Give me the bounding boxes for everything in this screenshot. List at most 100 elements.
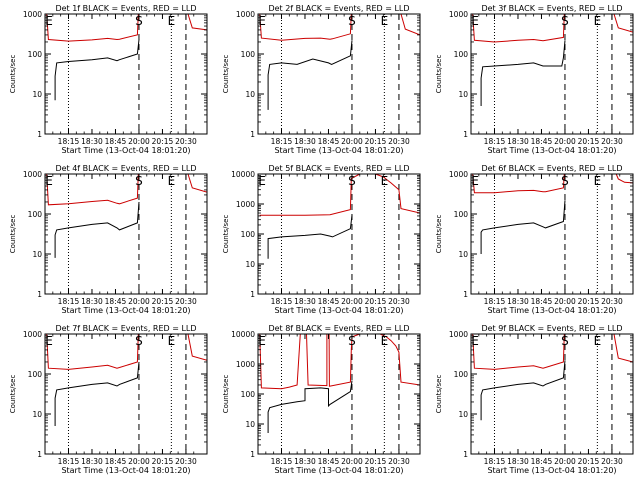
event-annotation: E bbox=[168, 174, 176, 188]
y-axis-label: Counts/sec bbox=[435, 375, 443, 414]
x-tick-label: 18:15 bbox=[58, 457, 80, 466]
event-annotation: E bbox=[258, 334, 266, 348]
x-tick-label: 18:45 bbox=[105, 137, 127, 146]
plot-frame bbox=[44, 173, 208, 295]
y-axis-label: Counts/sec bbox=[9, 55, 17, 94]
event-annotation: E bbox=[471, 334, 479, 348]
x-tick-label: 18:45 bbox=[105, 297, 127, 306]
panel-title: Det 4f BLACK = Events, RED = LLD bbox=[55, 164, 196, 173]
y-tick-label: 1000 bbox=[449, 330, 468, 339]
y-tick-label: 1 bbox=[463, 130, 468, 139]
panel-9: Det 9f BLACK = Events, RED = LLD 1 10 100 10… bbox=[435, 324, 634, 475]
x-tick-label: 18:45 bbox=[318, 297, 340, 306]
x-tick-label: 20:15 bbox=[365, 297, 387, 306]
x-axis-label: Start Time (13-Oct-04 18:01:20) bbox=[274, 146, 403, 155]
event-annotation: E bbox=[381, 14, 389, 28]
x-tick-label: 20:15 bbox=[365, 457, 387, 466]
event-annotation: E bbox=[471, 174, 479, 188]
x-tick-label: 18:30 bbox=[507, 457, 529, 466]
plot-frame bbox=[257, 13, 421, 135]
y-tick-label: 10 bbox=[245, 260, 255, 269]
event-annotation: E bbox=[45, 14, 53, 28]
y-tick-label: 10 bbox=[32, 250, 42, 259]
panel-title: Det 5f BLACK = Events, RED = LLD bbox=[268, 164, 409, 173]
y-tick-label: 10 bbox=[458, 90, 468, 99]
x-axis-label: Start Time (13-Oct-04 18:01:20) bbox=[61, 306, 190, 315]
event-annotation: S bbox=[135, 334, 143, 348]
plot-frame bbox=[257, 333, 421, 455]
events-series-line bbox=[480, 40, 566, 106]
lld-series-line bbox=[472, 334, 565, 370]
lld-series-line bbox=[259, 334, 420, 390]
y-axis-label: Counts/sec bbox=[222, 375, 230, 414]
x-tick-label: 20:30 bbox=[388, 137, 410, 146]
x-tick-label: 20:15 bbox=[578, 457, 600, 466]
y-tick-label: 100 bbox=[454, 210, 469, 219]
event-annotation: S bbox=[135, 14, 143, 28]
event-annotation: E bbox=[168, 14, 176, 28]
y-tick-label: 1 bbox=[250, 450, 255, 459]
panel-1: Det 1f BLACK = Events, RED = LLD 1 10 100 10… bbox=[9, 4, 208, 155]
y-tick-label: 10 bbox=[458, 410, 468, 419]
y-tick-label: 1 bbox=[463, 450, 468, 459]
y-tick-label: 1000 bbox=[449, 10, 468, 19]
x-axis-label: Start Time (13-Oct-04 18:01:20) bbox=[487, 466, 616, 475]
x-tick-label: 20:00 bbox=[128, 457, 150, 466]
panel-4: Det 4f BLACK = Events, RED = LLD 1 10 100 10… bbox=[9, 164, 208, 315]
lld-series-line bbox=[187, 174, 207, 193]
x-tick-label: 18:45 bbox=[531, 137, 553, 146]
x-tick-label: 20:30 bbox=[175, 297, 197, 306]
y-tick-label: 1 bbox=[250, 130, 255, 139]
x-tick-label: 20:30 bbox=[175, 137, 197, 146]
x-tick-label: 20:15 bbox=[152, 137, 174, 146]
panel-title: Det 8f BLACK = Events, RED = LLD bbox=[268, 324, 409, 333]
x-tick-label: 20:15 bbox=[578, 297, 600, 306]
events-series-line bbox=[54, 361, 140, 426]
lld-series-line bbox=[187, 14, 207, 31]
y-tick-label: 100 bbox=[241, 230, 256, 239]
x-tick-label: 18:45 bbox=[531, 457, 553, 466]
y-tick-label: 100 bbox=[241, 390, 256, 399]
x-axis-label: Start Time (13-Oct-04 18:01:20) bbox=[61, 146, 190, 155]
event-annotation: E bbox=[471, 14, 479, 28]
lld-series-line bbox=[46, 14, 139, 42]
lld-series-line bbox=[472, 174, 565, 194]
events-series-line bbox=[54, 39, 140, 101]
event-annotation: E bbox=[258, 174, 266, 188]
y-tick-label: 10 bbox=[245, 90, 255, 99]
lld-series-line bbox=[259, 14, 352, 41]
x-tick-label: 20:15 bbox=[152, 457, 174, 466]
plot-frame bbox=[470, 173, 634, 295]
events-series-line bbox=[54, 201, 140, 258]
y-tick-label: 1 bbox=[37, 130, 42, 139]
events-series-line bbox=[267, 380, 353, 433]
panel-3: Det 3f BLACK = Events, RED = LLD 1 10 100 10… bbox=[435, 4, 634, 155]
events-series-line bbox=[480, 200, 566, 254]
y-axis-label: Counts/sec bbox=[435, 55, 443, 94]
x-tick-label: 18:15 bbox=[271, 297, 293, 306]
x-tick-label: 18:15 bbox=[58, 297, 80, 306]
x-axis-label: Start Time (13-Oct-04 18:01:20) bbox=[274, 466, 403, 475]
panel-title: Det 2f BLACK = Events, RED = LLD bbox=[268, 4, 409, 13]
y-tick-label: 1000 bbox=[23, 170, 42, 179]
y-tick-label: 100 bbox=[454, 370, 469, 379]
panel-title: Det 1f BLACK = Events, RED = LLD bbox=[55, 4, 196, 13]
x-tick-label: 20:00 bbox=[341, 297, 363, 306]
event-annotation: S bbox=[348, 14, 356, 28]
y-axis-label: Counts/sec bbox=[435, 215, 443, 254]
y-tick-label: 1000 bbox=[236, 10, 255, 19]
x-tick-label: 18:45 bbox=[105, 457, 127, 466]
y-tick-label: 1 bbox=[463, 290, 468, 299]
y-tick-label: 100 bbox=[28, 370, 43, 379]
x-tick-label: 18:45 bbox=[318, 137, 340, 146]
y-axis-label: Counts/sec bbox=[222, 55, 230, 94]
y-tick-label: 1000 bbox=[449, 170, 468, 179]
x-tick-label: 18:15 bbox=[484, 457, 506, 466]
panel-title: Det 3f BLACK = Events, RED = LLD bbox=[481, 4, 622, 13]
x-axis-label: Start Time (13-Oct-04 18:01:20) bbox=[487, 146, 616, 155]
event-annotation: S bbox=[561, 174, 569, 188]
y-tick-label: 1000 bbox=[236, 360, 255, 369]
y-tick-label: 10 bbox=[458, 250, 468, 259]
x-tick-label: 18:30 bbox=[81, 137, 103, 146]
event-annotation: E bbox=[594, 174, 602, 188]
